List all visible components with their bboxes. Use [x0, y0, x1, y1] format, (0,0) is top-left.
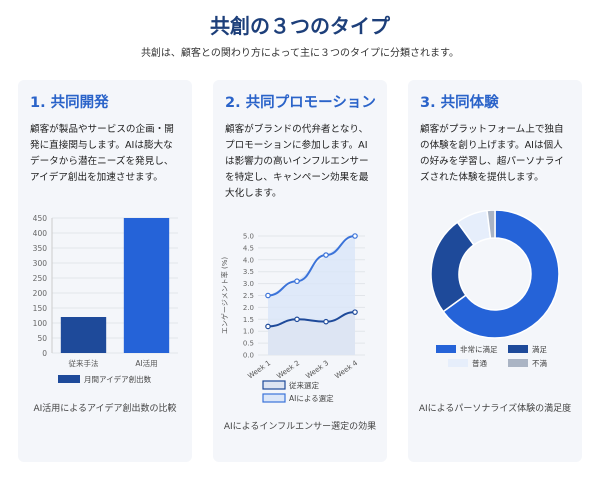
chart-caption: AI活用によるアイデア創出数の比較 [33, 404, 177, 414]
legend-label: 月間アイデア創出数 [84, 374, 152, 384]
x-tick-label: Week 1 [246, 359, 272, 380]
card-description: 顧客がプラットフォーム上で独自の体験を創り上げます。AIは個人の好みを学習し、超… [420, 124, 564, 183]
data-point [265, 292, 271, 299]
series-line [267, 235, 356, 297]
legend-swatch [448, 359, 468, 367]
bar [60, 317, 107, 353]
card-title: 2. 共同プロモーション [225, 95, 376, 111]
y-tick-label: 3.5 [243, 268, 254, 276]
data-point [294, 316, 300, 323]
y-tick-label: 2.0 [243, 304, 254, 312]
series-line [267, 311, 356, 328]
card-co-experience: 3. 共同体験 顧客がプラットフォーム上で独自の体験を創り上げます。AIは個人の… [408, 80, 582, 462]
y-tick-label: 350 [33, 244, 48, 253]
card-co-development: 1. 共同開発 顧客が製品やサービスの企画・開発に直接関与します。AIは膨大なデ… [18, 80, 192, 462]
card-description: 顧客がブランドの代弁者となり、プロモーションに参加します。AIは影響力の高いイン… [225, 124, 369, 199]
card-description: 顧客が製品やサービスの企画・開発に直接関与します。AIは膨大なデータから潜在ニー… [30, 124, 174, 183]
y-tick-label: 0 [42, 349, 47, 358]
y-tick-label: 50 [37, 334, 47, 343]
data-point [294, 278, 300, 285]
y-tick-label: 400 [33, 229, 48, 238]
y-tick-label: 250 [33, 274, 48, 283]
y-tick-label: 1.5 [243, 316, 254, 324]
line-chart: 0.0 0.5 1.0 1.5 2.0 2.5 3.0 3.5 4.0 4.5 5.0 エンゲージメン… [213, 230, 387, 424]
series-area [268, 312, 355, 355]
y-tick-label: 1.0 [243, 328, 254, 336]
card-title: 3. 共同体験 [420, 95, 499, 111]
data-point [265, 323, 271, 330]
legend-swatch [262, 380, 286, 390]
y-tick-label: 3.0 [243, 280, 254, 288]
legend-label: 従来選定 [289, 380, 319, 390]
legend-swatch [262, 393, 286, 403]
y-tick-label: 150 [33, 304, 48, 313]
y-tick-label: 0.5 [243, 340, 254, 348]
x-tick-label: Week 3 [304, 359, 330, 380]
legend-label: 非常に満足 [460, 344, 498, 354]
legend-label: AIによる選定 [289, 393, 334, 403]
doughnut-chart: 非常に満足 満足普通 不満 [408, 209, 582, 399]
page-title: 共創の３つのタイプ [210, 14, 390, 38]
y-axis-label: エンゲージメント率 (%) [220, 257, 229, 334]
pie-slice [442, 209, 560, 339]
data-point [323, 252, 329, 258]
card-co-promotion: 2. 共同プロモーション 顧客がブランドの代弁者となり、プロモーションに参加しま… [213, 80, 387, 462]
x-tick-label: AI活用 [135, 358, 157, 368]
page-subtitle: 共創は、顧客との関わり方によって主に３つのタイプに分類されます。 [140, 48, 460, 59]
legend-swatch [508, 359, 528, 367]
y-tick-label: 0.0 [243, 352, 254, 360]
legend-swatch [58, 375, 80, 383]
legend-label: 満足 [532, 345, 547, 354]
x-tick-label: 従来手法 [69, 358, 99, 368]
y-tick-label: 450 [33, 214, 48, 223]
legend-label: 不満 [532, 359, 547, 368]
y-tick-label: 100 [33, 319, 48, 328]
line-chart-svg: 0.0 0.5 1.0 1.5 2.0 2.5 3.0 3.5 4.0 4.5 5.0 エンゲージメン… [220, 233, 365, 403]
y-tick-label: 4.5 [243, 244, 254, 252]
legend-swatch [436, 345, 456, 353]
y-tick-label: 300 [33, 259, 48, 268]
legend-swatch [508, 345, 528, 353]
bar-chart: 0 50 100 150 200 250 300 350 400 450 従来手法 AI活用月間アイデ… [18, 210, 192, 399]
chart-caption: AIによるインフルエンサー選定の効果 [223, 422, 377, 432]
legend-label: 普通 [472, 358, 487, 368]
pie-slice [486, 209, 496, 240]
data-point [323, 318, 329, 325]
data-point [352, 309, 358, 315]
card-title: 1. 共同開発 [30, 95, 109, 111]
chart-caption: AIによるパーソナライズ体験の満足度 [418, 404, 572, 414]
y-tick-label: 2.5 [243, 292, 254, 300]
bar [123, 218, 170, 353]
data-point [352, 233, 358, 239]
y-tick-label: 5.0 [243, 233, 254, 241]
y-tick-label: 4.0 [243, 256, 254, 264]
bar-chart-svg: 0 50 100 150 200 250 300 350 400 450 従来手法 AI活用月間アイデ… [33, 214, 178, 384]
x-tick-label: Week 2 [275, 359, 301, 380]
y-tick-label: 200 [33, 289, 48, 298]
x-tick-label: Week 4 [333, 359, 359, 381]
